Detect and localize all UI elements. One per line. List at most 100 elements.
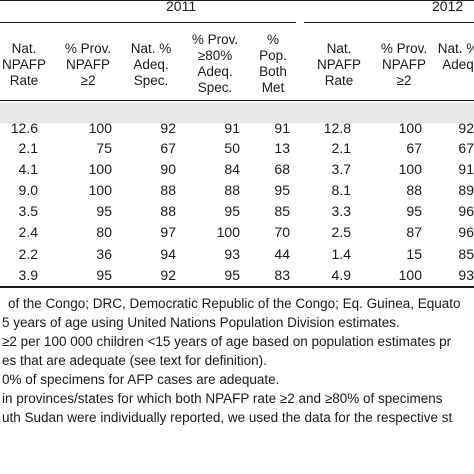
table-cell: 3.7: [331, 161, 351, 177]
table-cell: 88: [160, 182, 176, 198]
year-header-2011: 2011: [166, 0, 197, 14]
footnote-line: of the Congo; DRC, Democratic Republic o…: [8, 296, 461, 311]
table-cell: 92: [160, 267, 176, 283]
footnote-line: uth Sudan were individually reported, we…: [2, 410, 453, 425]
table-cell: 88: [406, 182, 422, 198]
table-cell: 4.9: [331, 267, 351, 283]
column-header-line: NPAFP: [381, 57, 426, 72]
table-cell: 88: [224, 182, 240, 198]
table-cell: 67: [160, 140, 176, 156]
table-cell: 67: [406, 140, 422, 156]
table-cell: 100: [216, 224, 240, 240]
table-cell: 95: [96, 267, 112, 283]
table-cell: 2.2: [18, 246, 38, 262]
table-cell: 100: [88, 182, 112, 198]
table-cell: 67: [458, 140, 474, 156]
column-header-line: NPAFP: [65, 57, 110, 72]
table-cell: 96: [458, 224, 474, 240]
table-cell: 100: [398, 120, 422, 136]
year-2011-underline: [0, 22, 296, 23]
table-cell: 36: [96, 246, 112, 262]
table-cell: 100: [88, 161, 112, 177]
column-header-line: Nat.: [11, 41, 37, 56]
column-header-line: Rate: [9, 73, 39, 88]
column-header-line: ≥2: [80, 73, 96, 88]
year-2012-underline: [304, 22, 474, 23]
table-cell: 95: [224, 203, 240, 219]
column-header-line: %: [266, 32, 279, 47]
table-cell: 85: [458, 246, 474, 262]
table-cell: 2.1: [331, 140, 351, 156]
table-cell: 3.5: [18, 203, 38, 219]
column-header-line: ≥2: [396, 73, 412, 88]
column-header-line: NPAFP: [316, 57, 361, 72]
column-header-line: Nat. %: [437, 41, 474, 56]
table-cell: 2.4: [18, 224, 38, 240]
column-header-line: % Prov.: [380, 41, 428, 56]
table-cell: 3.9: [18, 267, 38, 283]
table-cell: 95: [224, 267, 240, 283]
column-header: Nat. NPAFP Rate: [299, 41, 379, 89]
table-cell: 84: [224, 161, 240, 177]
column-header: % Prov. NPAFP ≥2: [48, 41, 128, 89]
column-header: % Prov. NPAFP ≥2: [364, 41, 444, 89]
table-cell: 93: [458, 267, 474, 283]
table-cell: 8.1: [331, 182, 351, 198]
table-cell: 100: [398, 267, 422, 283]
table-cell: 95: [406, 203, 422, 219]
table-cell: 89: [458, 182, 474, 198]
table-cell: 9.0: [18, 182, 38, 198]
column-header-line: Spec.: [133, 73, 169, 88]
table-cell: 87: [406, 224, 422, 240]
table-cell: 12.8: [323, 120, 351, 136]
year-header-2012: 2012: [432, 0, 464, 14]
footnote-line: 0% of specimens for AFP cases are adequa…: [2, 372, 280, 387]
table-cell: 91: [274, 120, 290, 136]
column-header-line: Both: [259, 64, 287, 79]
footnote-line: 5 years of age using United Nations Popu…: [2, 315, 400, 330]
table-cell: 97: [160, 224, 176, 240]
table-cell: 13: [274, 140, 290, 156]
column-header: Nat. %Adeq: [418, 41, 474, 73]
table-bottom-rule: [0, 286, 474, 288]
table-cell: 70: [274, 224, 290, 240]
table-cell: 93: [224, 246, 240, 262]
column-header: % Prov. ≥80% Adeq. Spec.: [175, 32, 255, 96]
column-header-line: Met: [261, 80, 285, 95]
table-cell: 3.3: [331, 203, 351, 219]
table-cell: 88: [160, 203, 176, 219]
column-header-line: Adeq: [442, 57, 474, 72]
table-cell: 95: [96, 203, 112, 219]
column-header-line: Nat. %: [130, 41, 172, 56]
column-header-line: ≥80%: [197, 48, 233, 63]
table-cell: 96: [458, 203, 474, 219]
table-cell: 1.4: [331, 246, 351, 262]
column-header-line: NPAFP: [1, 57, 46, 72]
table-cell: 91: [458, 161, 474, 177]
table-cell: 12.6: [10, 120, 38, 136]
column-header-line: Adeq.: [133, 57, 169, 72]
table-cell: 100: [398, 161, 422, 177]
group-header-band: [0, 103, 474, 123]
column-header-line: Rate: [324, 73, 354, 88]
column-header-line: % Prov.: [64, 41, 112, 56]
table-cell: 94: [160, 246, 176, 262]
table-cell: 75: [96, 140, 112, 156]
column-header: % Pop. Both Met: [233, 32, 313, 96]
table-cell: 90: [160, 161, 176, 177]
column-header: Nat. NPAFP Rate: [0, 41, 64, 89]
top-rule: [0, 0, 474, 1]
footnote-line: in provinces/states for which both NPAFP…: [2, 391, 443, 406]
column-header-line: Nat.: [326, 41, 352, 56]
column-header: Nat. % Adeq. Spec.: [111, 41, 191, 89]
table-cell: 2.1: [18, 140, 38, 156]
table-cell: 80: [96, 224, 112, 240]
table-cell: 92: [458, 120, 474, 136]
table-cell: 15: [406, 246, 422, 262]
table-cell: 100: [88, 120, 112, 136]
footnote-line: ≥2 per 100 000 children <15 years of age…: [2, 334, 452, 349]
footnote-line: es that are adequate (see text for defin…: [2, 353, 267, 368]
column-header-line: Spec.: [197, 80, 233, 95]
table-cell: 44: [274, 246, 290, 262]
table-cell: 2.5: [331, 224, 351, 240]
